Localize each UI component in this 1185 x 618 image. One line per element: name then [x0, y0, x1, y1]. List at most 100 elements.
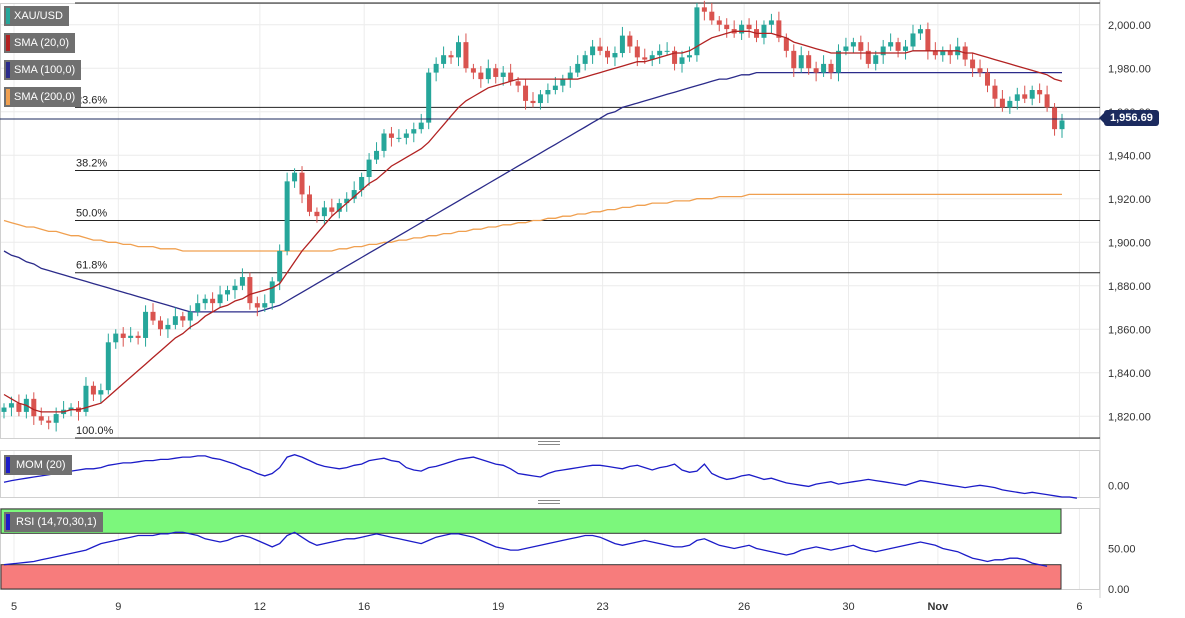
candle-body	[1, 407, 7, 412]
candle-body	[560, 79, 566, 86]
candle-body	[537, 94, 543, 104]
candle-body	[403, 133, 409, 138]
candle-body	[813, 68, 819, 73]
rsi-line	[3, 531, 1048, 567]
candle-body	[143, 311, 149, 338]
candle-body	[806, 55, 812, 69]
last-price-tag: 1,956.69	[1099, 110, 1159, 126]
candle-body	[500, 72, 506, 77]
candle-body	[90, 385, 96, 395]
candle-body	[940, 50, 946, 56]
candle-body	[605, 50, 611, 58]
y-tick-label: 1,860.00	[1108, 324, 1151, 336]
candle-body	[746, 24, 752, 30]
legend-rsi[interactable]: RSI (14,70,30,1)	[4, 512, 103, 532]
x-tick-label: 19	[492, 601, 504, 613]
candle-body	[880, 46, 886, 56]
candle-body	[113, 333, 119, 343]
candle-body	[441, 55, 447, 64]
x-tick-label: 16	[358, 601, 370, 613]
legend-sma20[interactable]: SMA (20,0)	[4, 33, 76, 53]
legend-swatch-mom	[6, 457, 10, 473]
legend-xauusd[interactable]: XAU/USD	[4, 6, 69, 26]
candle-body	[478, 72, 484, 80]
candle-body	[202, 298, 208, 304]
candle-body	[798, 55, 804, 69]
candle-body	[46, 420, 52, 423]
candle-body	[530, 100, 536, 104]
x-tick-label: 26	[738, 601, 750, 613]
legend-sma100[interactable]: SMA (100,0)	[4, 60, 82, 80]
candle-body	[768, 20, 774, 25]
legend-label-rsi: RSI (14,70,30,1)	[16, 516, 97, 528]
candle-body	[120, 333, 126, 338]
candle-body	[970, 59, 976, 69]
candle-body	[925, 29, 931, 51]
candle-body	[664, 50, 670, 52]
candle-body	[694, 7, 700, 56]
candle-body	[917, 29, 923, 34]
candle-body	[835, 50, 841, 73]
candle-body	[411, 129, 417, 134]
candle-body	[888, 42, 894, 47]
y-tick-label: 1,880.00	[1108, 281, 1151, 293]
candle-body	[634, 46, 640, 58]
candle-body	[247, 277, 253, 304]
candle-body	[895, 42, 901, 51]
candle-body	[98, 390, 104, 395]
legend-swatch-sma200	[6, 89, 10, 105]
candle-body	[418, 122, 424, 130]
legend-swatch-sma20	[6, 35, 10, 51]
candle-body	[292, 172, 298, 182]
candle-body	[590, 46, 596, 56]
candle-body	[1037, 90, 1043, 95]
legend-label-sma200: SMA (200,0)	[14, 91, 76, 103]
candle-body	[701, 7, 707, 12]
legend-label-mom: MOM (20)	[16, 459, 66, 471]
candle-body	[388, 133, 394, 138]
sma200-line	[3, 193, 1062, 252]
candle-body	[999, 98, 1005, 108]
candle-body	[277, 250, 283, 282]
candle-body	[582, 55, 588, 64]
x-tick-label: 6	[1076, 601, 1082, 613]
mom-tick-label: 0.00	[1108, 480, 1129, 492]
candle-body	[195, 303, 201, 312]
x-tick-label: 5	[11, 601, 17, 613]
candle-body	[321, 207, 327, 217]
candle-body	[359, 177, 365, 191]
candle-body	[366, 159, 372, 177]
candle-body	[776, 20, 782, 38]
candle-body	[597, 46, 603, 51]
candle-body	[485, 68, 491, 80]
candle-body	[381, 133, 387, 151]
candle-body	[627, 35, 633, 47]
sma100-line	[3, 71, 1062, 313]
legend-mom[interactable]: MOM (20)	[4, 455, 72, 475]
pane-splitter-mom[interactable]	[538, 500, 560, 504]
candle-body	[336, 203, 342, 212]
candle-body	[172, 316, 178, 325]
candle-body	[165, 324, 171, 330]
candle-body	[649, 55, 655, 60]
candle-body	[239, 277, 245, 286]
candle-body	[903, 46, 909, 51]
rsi-oversold-zone	[0, 564, 1062, 590]
pane-splitter-main[interactable]	[538, 441, 560, 445]
candle-body	[135, 335, 141, 338]
y-tick-label: 1,940.00	[1108, 150, 1151, 162]
fib-label: 61.8%	[76, 260, 107, 272]
candle-body	[843, 46, 849, 51]
candle-body	[791, 50, 797, 69]
candle-body	[1059, 120, 1065, 130]
candle-body	[619, 35, 625, 54]
legend-label-sma100: SMA (100,0)	[14, 64, 76, 76]
candle-body	[150, 311, 156, 321]
candle-body	[306, 194, 312, 212]
candle-body	[31, 398, 37, 417]
y-tick-label: 2,000.00	[1108, 20, 1151, 32]
candle-body	[68, 407, 74, 410]
legend-sma200[interactable]: SMA (200,0)	[4, 87, 82, 107]
candle-body	[38, 416, 44, 421]
candle-body	[642, 57, 648, 60]
